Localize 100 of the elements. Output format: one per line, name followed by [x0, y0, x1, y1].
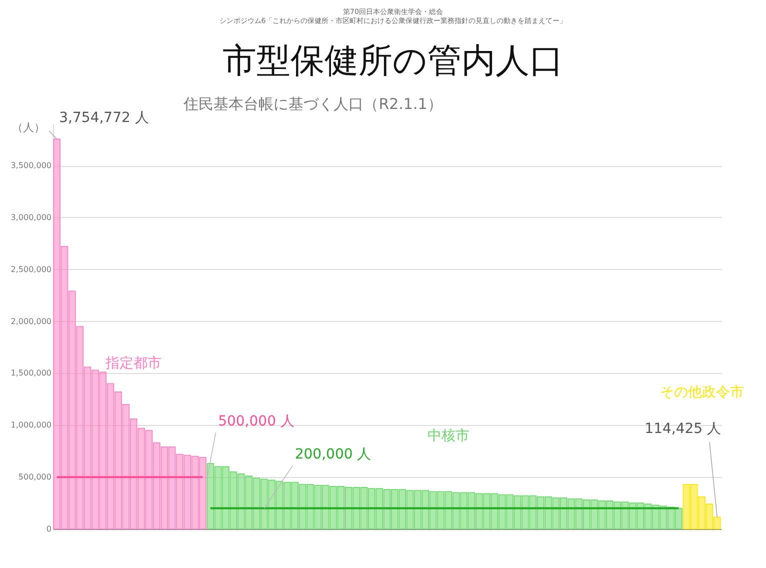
bar — [260, 478, 268, 530]
bar — [644, 504, 652, 530]
bar — [53, 138, 60, 530]
bar — [68, 290, 76, 530]
text: 中核市 — [427, 428, 470, 444]
bar — [429, 491, 437, 530]
bar — [114, 392, 122, 530]
bar — [352, 487, 360, 530]
y-tick-label: 1,500,000 — [10, 368, 52, 378]
bar — [199, 456, 206, 530]
bar — [314, 484, 322, 530]
bar — [130, 418, 138, 530]
bar — [476, 493, 483, 530]
bar — [690, 484, 698, 530]
bar — [252, 478, 260, 530]
bar — [568, 498, 575, 530]
chart-subtitle: 住民基本台帳に基づく人口（R2.1.1） — [182, 95, 442, 113]
bar — [376, 488, 383, 530]
bar — [682, 484, 690, 530]
bar — [106, 383, 114, 530]
bar — [529, 495, 537, 530]
bar — [536, 496, 544, 530]
bar — [206, 463, 214, 530]
bar — [291, 482, 298, 530]
bar — [483, 493, 490, 530]
bar — [344, 487, 352, 530]
bar — [406, 490, 414, 530]
data-label: 114,425 人 — [644, 421, 721, 438]
bar — [222, 466, 230, 530]
y-tick-label: 2,000,000 — [10, 316, 52, 326]
bar — [522, 495, 529, 530]
bar — [184, 454, 191, 530]
bar — [298, 484, 306, 530]
bar — [621, 502, 629, 530]
bar — [498, 494, 506, 530]
bar — [383, 489, 391, 530]
bar — [575, 498, 583, 530]
bar — [391, 489, 398, 530]
bar — [552, 497, 560, 530]
bar — [514, 495, 522, 530]
y-tick-label: 3,000,000 — [10, 212, 52, 222]
bar — [268, 480, 276, 530]
y-tick-label: 2,500,000 — [10, 264, 52, 274]
bar — [284, 482, 291, 530]
bar — [360, 487, 368, 530]
y-tick-label: 500,000 — [18, 472, 52, 482]
bar — [460, 492, 468, 530]
bar — [606, 500, 614, 530]
bar — [414, 490, 422, 530]
data-label: 3,754,772 人 — [59, 110, 149, 126]
bar — [652, 504, 660, 530]
bar — [590, 500, 598, 530]
bar — [452, 492, 460, 530]
bar — [444, 491, 452, 530]
bar — [145, 430, 153, 530]
bar — [153, 442, 160, 530]
bar — [629, 502, 636, 530]
bar — [84, 366, 92, 530]
bar — [598, 500, 606, 530]
bar — [122, 404, 130, 530]
bar — [490, 493, 498, 530]
bar — [675, 508, 682, 530]
bar — [276, 480, 284, 530]
bar — [614, 502, 621, 530]
bar — [245, 476, 252, 530]
bar — [230, 471, 238, 530]
bar — [337, 486, 345, 530]
bar — [306, 484, 314, 530]
bar — [176, 454, 184, 530]
bar — [714, 516, 721, 530]
bar — [398, 489, 406, 530]
y-tick-label: 1,000,000 — [10, 420, 52, 430]
chart-title: 市型保健所の管内人口 — [222, 41, 564, 81]
bar — [368, 488, 376, 530]
y-tick-label: 0 — [46, 524, 52, 534]
bar — [437, 491, 444, 530]
bar — [160, 446, 168, 530]
bar — [191, 456, 199, 530]
text: 500,000 人 — [218, 413, 294, 430]
bar — [237, 474, 245, 530]
bar — [138, 428, 145, 530]
bar — [322, 484, 330, 530]
bar — [706, 504, 714, 530]
bar — [698, 496, 706, 530]
bar — [422, 490, 430, 530]
bar — [506, 494, 514, 530]
bar — [544, 496, 552, 530]
bar — [636, 502, 644, 530]
bar — [560, 497, 568, 530]
y-tick-label: 3,500,000 — [10, 161, 52, 170]
bar — [168, 446, 176, 530]
text: 200,000 人 — [294, 446, 372, 463]
bar — [99, 372, 107, 530]
bar — [60, 246, 68, 530]
bar — [214, 466, 222, 530]
bar — [76, 326, 84, 530]
bar — [583, 500, 590, 530]
text: その他政令市 — [660, 384, 744, 401]
bar — [330, 486, 337, 530]
bar — [468, 492, 476, 530]
